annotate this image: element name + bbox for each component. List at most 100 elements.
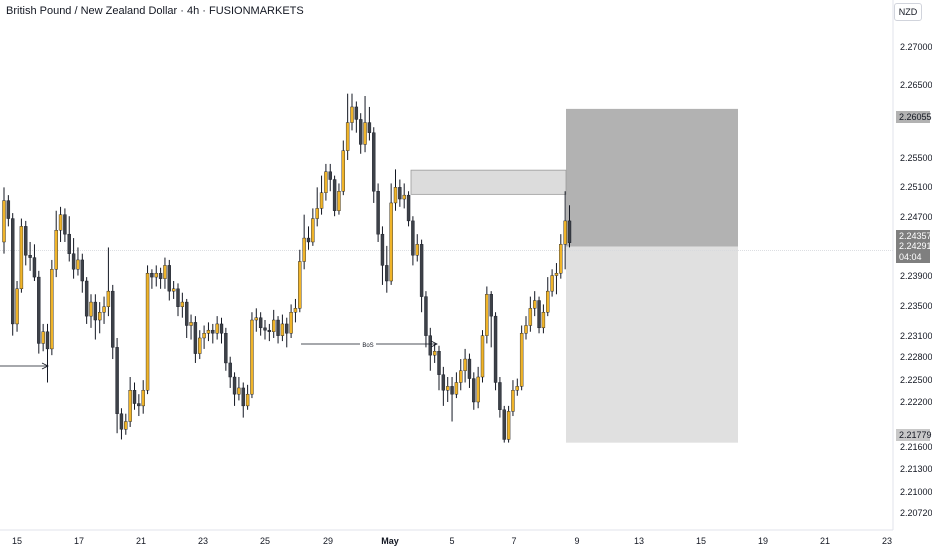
candle-up [554,272,559,276]
candle-up [124,421,128,430]
bos-label: BoS [362,343,373,349]
candle-up [454,382,459,395]
price-tick-label: 2.25500 [900,153,932,163]
candle-down [93,301,98,321]
candle-down [232,376,237,395]
time-tick-label: 29 [323,536,333,546]
bos-arrowhead [430,340,438,348]
price-axis: 2.27000 2.26500 2.25500 2.25100 2.24700 2.239… [900,42,932,518]
candle-down [71,253,76,270]
candle-up [54,230,58,270]
candle-up [180,301,185,307]
candle-down [267,329,272,332]
stop-zone[interactable] [566,246,738,443]
candle-up [250,319,254,395]
candle-down [32,257,37,278]
candle-up [298,261,302,309]
candle-down [211,329,215,334]
candle-up [350,106,354,123]
countdown-tag: 04:04 [899,252,922,262]
candle-up [280,323,285,336]
candle-up [2,200,6,243]
candle-down [498,382,502,410]
time-tick-label: 9 [574,536,579,546]
candle-down [132,390,137,404]
stop-price-tag-bg [896,429,930,441]
candle-up [519,333,524,387]
candle-up [446,386,450,391]
price-tick-label: 2.26500 [900,80,932,90]
candle-up [559,244,563,274]
candle-down [450,386,454,395]
candle-up [341,150,345,192]
candle-down [367,122,372,133]
candle-down [37,276,41,344]
candle-down [28,255,32,258]
candle-up [463,358,467,371]
candle-down [84,280,89,317]
candle-down [258,317,263,329]
bos-label-bg [360,339,376,349]
candle-down [263,327,267,331]
candle-up [97,312,102,321]
candle-down [119,413,124,430]
candle-up [128,390,132,422]
candle-up [533,300,537,309]
candle-down [219,323,224,334]
candle-up [415,244,419,256]
price-tick-label: 2.23900 [900,271,932,281]
candle-down [285,323,289,334]
candle-down [424,296,428,336]
price-tick-label: 2.22500 [900,375,932,385]
currency-button[interactable]: NZD [894,3,922,21]
candle-down [158,272,163,279]
time-tick-label: 23 [882,536,892,546]
time-tick-label: 15 [696,536,706,546]
time-tick-label: 13 [634,536,644,546]
order-block-zone[interactable] [410,169,567,195]
candle-up [324,171,328,193]
candle-down [193,322,198,354]
candle-down [441,374,446,391]
candle-down [241,387,245,407]
candle-down [419,244,424,297]
countdown-tag-bg [896,251,930,263]
candle-up [154,272,158,278]
candle-down [80,259,85,282]
candle-down [328,171,332,180]
price-tick-label: 2.21300 [900,464,932,474]
candle-up [145,272,150,391]
candle-down [398,187,402,200]
candle-down [537,300,541,329]
candle-down [567,220,572,243]
entry-price-tag: 2.24291 [899,241,932,251]
candle-up [141,390,145,407]
candle-down [359,119,363,145]
candle-up [389,202,393,282]
candle-down [63,214,67,235]
candle-up [345,122,350,151]
time-tick-label: 15 [12,536,22,546]
candle-down [489,294,493,317]
candle-up [432,351,437,356]
candle-up [237,387,241,395]
candle-up [459,370,463,383]
candle-down [385,265,389,282]
price-tick-label: 2.27000 [900,42,932,52]
candle-up [546,290,550,313]
candle-up [293,308,298,313]
target-zone[interactable] [566,108,738,247]
candle-down [176,288,180,307]
candle-up [19,226,24,290]
candle-down [10,218,15,325]
candle-up [476,376,480,403]
entry-price-tag-bg [896,240,930,252]
symbol-title[interactable]: British Pound / New Zealand Dollar · 4h … [6,5,304,17]
price-tick-label: 2.23500 [900,301,932,311]
candle-up [202,333,206,339]
candle-up [315,208,319,219]
candle-down [437,351,441,375]
time-tick-label: 25 [260,536,270,546]
